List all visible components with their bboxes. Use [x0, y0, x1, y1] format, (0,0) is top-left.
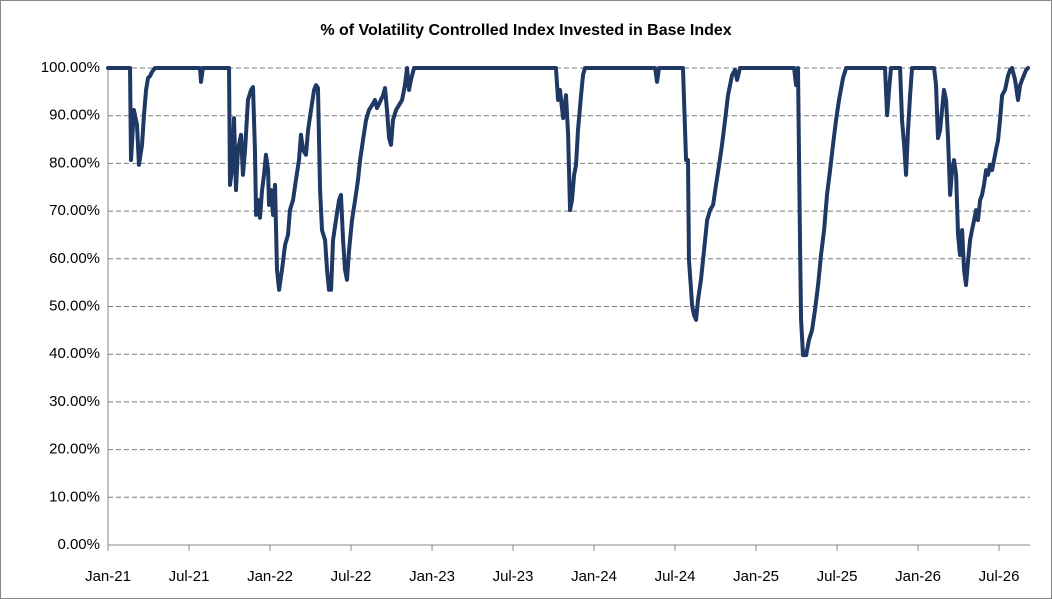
- y-tick-label: 40.00%: [49, 345, 100, 362]
- data-line: [106, 66, 1031, 358]
- y-tick-label: 100.00%: [41, 59, 100, 76]
- x-tick-label: Jul-22: [331, 568, 372, 585]
- x-tick-label: Jul-25: [817, 568, 858, 585]
- y-tick-label: 80.00%: [49, 154, 100, 171]
- x-tick-label: Jul-26: [979, 568, 1020, 585]
- x-tick-label: Jan-25: [733, 568, 779, 585]
- y-tick-label: 20.00%: [49, 441, 100, 458]
- x-tick-label: Jul-24: [655, 568, 696, 585]
- x-tick-label: Jul-23: [493, 568, 534, 585]
- y-tick-label: 0.00%: [57, 536, 100, 553]
- y-tick-label: 70.00%: [49, 202, 100, 219]
- x-tick-label: Jan-26: [895, 568, 941, 585]
- x-tick-label: Jan-23: [409, 568, 455, 585]
- y-tick-label: 90.00%: [49, 107, 100, 124]
- y-tick-label: 10.00%: [49, 488, 100, 505]
- x-tick-label: Jul-21: [169, 568, 210, 585]
- y-tick-label: 50.00%: [49, 297, 100, 314]
- x-tick-label: Jan-22: [247, 568, 293, 585]
- chart-title: % of Volatility Controlled Index Investe…: [320, 22, 731, 39]
- x-tick-label: Jan-21: [85, 568, 131, 585]
- x-tick-label: Jan-24: [571, 568, 617, 585]
- y-tick-label: 30.00%: [49, 393, 100, 410]
- y-tick-label: 60.00%: [49, 250, 100, 267]
